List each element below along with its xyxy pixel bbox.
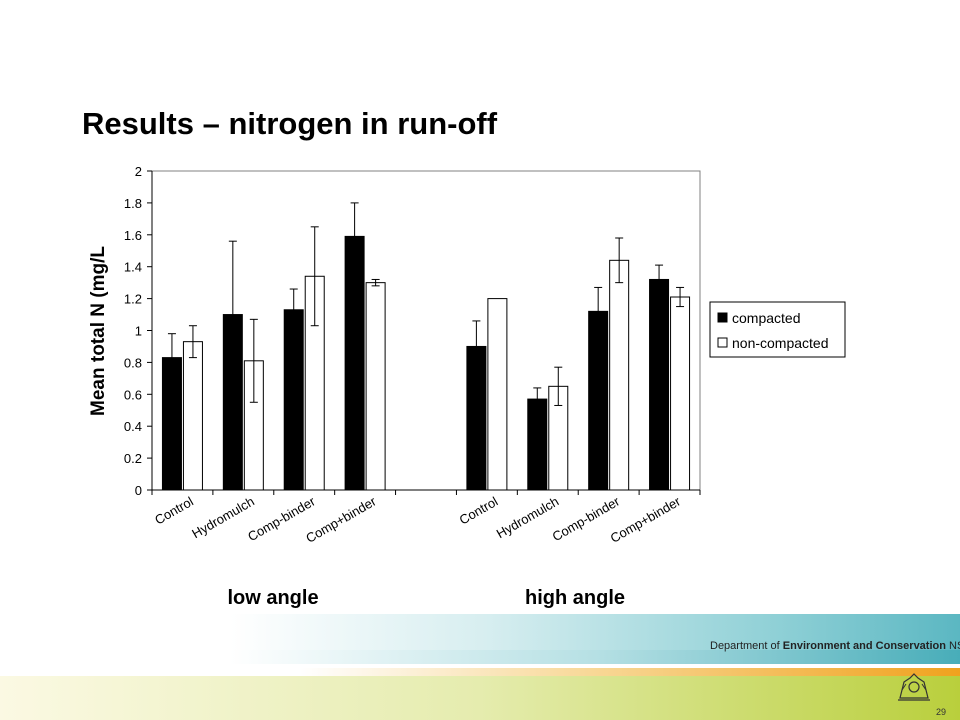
footer-orange-stripe — [300, 668, 960, 676]
bar-non-compacted — [365, 282, 386, 491]
y-tick-label: 1.6 — [124, 228, 142, 243]
bar-non-compacted — [670, 296, 691, 491]
legend-box — [709, 301, 846, 358]
group-label-high-angle: high angle — [525, 587, 625, 609]
page-number: 29 — [936, 707, 947, 717]
group-label-low-angle: low angle — [227, 587, 318, 609]
footer-green-band — [0, 676, 960, 720]
bar-compacted — [283, 309, 304, 491]
bar-compacted — [527, 398, 548, 491]
slide-title: Results – nitrogen in run-off — [82, 106, 498, 141]
error-bar-layer — [167, 202, 685, 411]
bar-compacted — [649, 278, 670, 491]
legend-swatch-non-compacted — [717, 337, 728, 348]
footer-teal-band — [230, 614, 960, 650]
y-tick-label: 0.2 — [124, 451, 142, 466]
y-tick-label: 2 — [135, 164, 142, 179]
department-name: Department of Environment and Conservati… — [710, 640, 960, 652]
y-tick-label: 0.8 — [124, 355, 142, 370]
nsw-crest-icon — [898, 673, 930, 701]
y-tick-label: 1.8 — [124, 196, 142, 211]
plot-area — [151, 170, 701, 491]
bar-non-compacted — [487, 298, 508, 491]
footer-banner — [0, 614, 960, 720]
y-tick-label: 0 — [135, 483, 142, 498]
bar-layer — [161, 235, 691, 491]
y-tick-label: 1.2 — [124, 292, 142, 307]
y-tick-label: 1.4 — [124, 260, 142, 275]
y-tick-label: 0.4 — [124, 419, 142, 434]
legend-label-non-compacted: non-compacted — [732, 335, 829, 351]
footer-teal-stripe — [230, 650, 960, 664]
bar-compacted — [344, 235, 365, 491]
y-tick-label: 0.6 — [124, 387, 142, 402]
bar-compacted — [588, 310, 609, 491]
x-tick-label: Comp+binder — [608, 493, 684, 546]
legend-swatch-compacted — [717, 312, 728, 323]
y-axis-label: Mean total N (mg/L — [88, 246, 109, 416]
y-axis: 0 0.2 0.4 0.6 0.8 1 1.2 1.4 1.6 1.8 2 — [124, 164, 153, 498]
x-tick-label: Comp+binder — [303, 493, 379, 546]
legend: compacted non-compacted — [709, 301, 846, 358]
legend-label-compacted: compacted — [732, 310, 800, 326]
bar-non-compacted — [182, 341, 203, 491]
bar-non-compacted — [609, 259, 630, 491]
x-tick-label: Control — [152, 494, 196, 528]
bar-chart: 0 0.2 0.4 0.6 0.8 1 1.2 1.4 1.6 1.8 2 ControlHydro… — [88, 164, 846, 609]
x-tick-label: Control — [457, 494, 501, 528]
y-tick-label: 1 — [135, 324, 142, 339]
